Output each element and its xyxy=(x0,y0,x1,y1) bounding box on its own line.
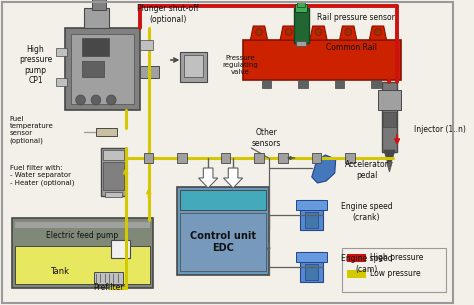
Bar xyxy=(382,82,397,152)
Bar xyxy=(254,153,264,163)
Text: Engine speed
(cam): Engine speed (cam) xyxy=(340,254,392,274)
Bar xyxy=(140,40,154,50)
Bar xyxy=(262,80,272,88)
Bar xyxy=(11,218,154,288)
Polygon shape xyxy=(339,26,357,40)
Polygon shape xyxy=(387,162,392,172)
Bar xyxy=(371,80,381,88)
Bar xyxy=(65,28,140,110)
Bar xyxy=(100,148,126,196)
Bar xyxy=(378,90,401,110)
Text: Injector (1..n): Injector (1..n) xyxy=(414,125,466,135)
Text: Low pressure: Low pressure xyxy=(370,270,421,278)
Bar xyxy=(71,34,134,104)
Circle shape xyxy=(255,28,262,35)
Polygon shape xyxy=(250,26,268,40)
Bar xyxy=(296,252,327,262)
Bar xyxy=(243,40,401,80)
Bar xyxy=(92,0,106,10)
Circle shape xyxy=(285,28,292,35)
Bar xyxy=(305,212,319,228)
Bar xyxy=(15,246,150,284)
Text: Fuel
temperature
sensor
(optional): Fuel temperature sensor (optional) xyxy=(9,116,54,144)
Circle shape xyxy=(76,95,85,105)
Circle shape xyxy=(315,28,322,35)
Text: Tank: Tank xyxy=(50,267,69,275)
Bar xyxy=(111,240,130,258)
Text: Engine speed
(crank): Engine speed (crank) xyxy=(340,202,392,222)
Bar xyxy=(84,8,109,28)
Bar xyxy=(103,150,124,160)
Bar xyxy=(312,153,321,163)
Bar xyxy=(177,187,269,275)
Bar xyxy=(180,190,266,210)
Circle shape xyxy=(345,28,352,35)
Bar xyxy=(347,254,366,262)
Bar xyxy=(300,252,323,282)
Text: Fuel filter with:
- Water separator
- Heater (optional): Fuel filter with: - Water separator - He… xyxy=(9,165,74,185)
Polygon shape xyxy=(310,26,327,40)
Bar xyxy=(220,153,230,163)
Bar xyxy=(180,52,207,82)
Bar xyxy=(184,55,203,77)
Polygon shape xyxy=(224,168,243,188)
Circle shape xyxy=(374,28,381,35)
Text: Control unit
EDC: Control unit EDC xyxy=(190,231,256,253)
Bar xyxy=(105,192,122,197)
Bar xyxy=(295,4,307,12)
Bar xyxy=(94,272,123,284)
Bar xyxy=(296,200,327,210)
Bar xyxy=(335,80,345,88)
Bar xyxy=(383,112,396,127)
Text: Electric feed pump: Electric feed pump xyxy=(46,231,118,241)
Bar xyxy=(298,80,308,88)
Text: Common Rail: Common Rail xyxy=(326,44,377,52)
Polygon shape xyxy=(280,26,297,40)
Text: Pressure
regulating
valve: Pressure regulating valve xyxy=(222,55,258,75)
Polygon shape xyxy=(312,155,336,183)
Bar xyxy=(347,270,366,278)
Circle shape xyxy=(107,95,116,105)
Polygon shape xyxy=(369,26,387,40)
Text: Accelerator
pedal: Accelerator pedal xyxy=(346,160,389,180)
Bar xyxy=(305,264,319,280)
Circle shape xyxy=(91,95,100,105)
Text: Other
sensors: Other sensors xyxy=(251,128,281,148)
Bar xyxy=(144,153,154,163)
Bar xyxy=(293,8,309,43)
Polygon shape xyxy=(199,168,218,188)
Text: Rail pressure sensor: Rail pressure sensor xyxy=(317,13,394,21)
Text: Plunger shut-off
(optional): Plunger shut-off (optional) xyxy=(137,4,199,24)
Bar xyxy=(82,38,109,56)
Bar xyxy=(346,153,355,163)
Bar xyxy=(297,2,305,7)
Polygon shape xyxy=(383,150,395,162)
Bar xyxy=(342,248,446,292)
Bar xyxy=(96,128,117,136)
Bar xyxy=(15,222,150,228)
Bar xyxy=(300,200,323,230)
Bar xyxy=(296,41,306,46)
Bar xyxy=(82,61,104,77)
Bar xyxy=(103,162,124,190)
Bar xyxy=(180,213,266,271)
Text: High pressure: High pressure xyxy=(370,253,424,263)
Bar xyxy=(55,48,67,56)
Text: Prefilter: Prefilter xyxy=(93,284,124,292)
Text: High
pressure
pump
CP1: High pressure pump CP1 xyxy=(19,45,52,85)
Bar xyxy=(278,153,288,163)
Bar xyxy=(140,66,159,78)
Bar xyxy=(55,78,67,86)
Bar xyxy=(177,153,187,163)
